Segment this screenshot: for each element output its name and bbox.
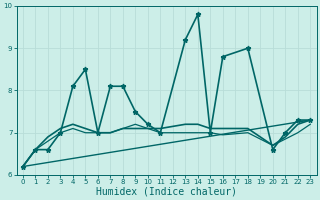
X-axis label: Humidex (Indice chaleur): Humidex (Indice chaleur) [96,187,237,197]
